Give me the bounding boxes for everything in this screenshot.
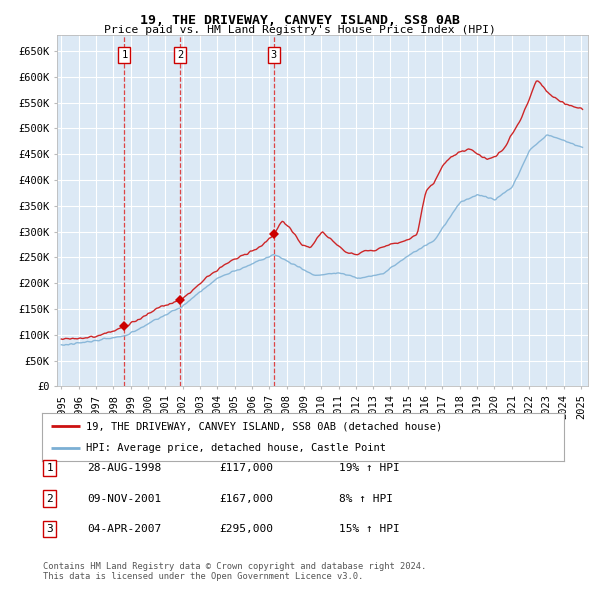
Text: 3: 3 bbox=[271, 50, 277, 60]
Text: 2: 2 bbox=[46, 494, 53, 503]
Text: HPI: Average price, detached house, Castle Point: HPI: Average price, detached house, Cast… bbox=[86, 443, 386, 453]
Text: Price paid vs. HM Land Registry's House Price Index (HPI): Price paid vs. HM Land Registry's House … bbox=[104, 25, 496, 35]
Text: 2: 2 bbox=[177, 50, 184, 60]
Text: 19% ↑ HPI: 19% ↑ HPI bbox=[339, 463, 400, 473]
Text: 04-APR-2007: 04-APR-2007 bbox=[87, 525, 161, 534]
Text: 8% ↑ HPI: 8% ↑ HPI bbox=[339, 494, 393, 503]
Text: 1: 1 bbox=[121, 50, 128, 60]
Text: 28-AUG-1998: 28-AUG-1998 bbox=[87, 463, 161, 473]
Text: 19, THE DRIVEWAY, CANVEY ISLAND, SS8 0AB (detached house): 19, THE DRIVEWAY, CANVEY ISLAND, SS8 0AB… bbox=[86, 421, 443, 431]
Text: 09-NOV-2001: 09-NOV-2001 bbox=[87, 494, 161, 503]
Text: £167,000: £167,000 bbox=[219, 494, 273, 503]
Text: 15% ↑ HPI: 15% ↑ HPI bbox=[339, 525, 400, 534]
Text: 1: 1 bbox=[46, 463, 53, 473]
Text: £295,000: £295,000 bbox=[219, 525, 273, 534]
Text: Contains HM Land Registry data © Crown copyright and database right 2024.
This d: Contains HM Land Registry data © Crown c… bbox=[43, 562, 427, 581]
Text: 19, THE DRIVEWAY, CANVEY ISLAND, SS8 0AB: 19, THE DRIVEWAY, CANVEY ISLAND, SS8 0AB bbox=[140, 14, 460, 27]
Text: £117,000: £117,000 bbox=[219, 463, 273, 473]
Text: 3: 3 bbox=[46, 525, 53, 534]
